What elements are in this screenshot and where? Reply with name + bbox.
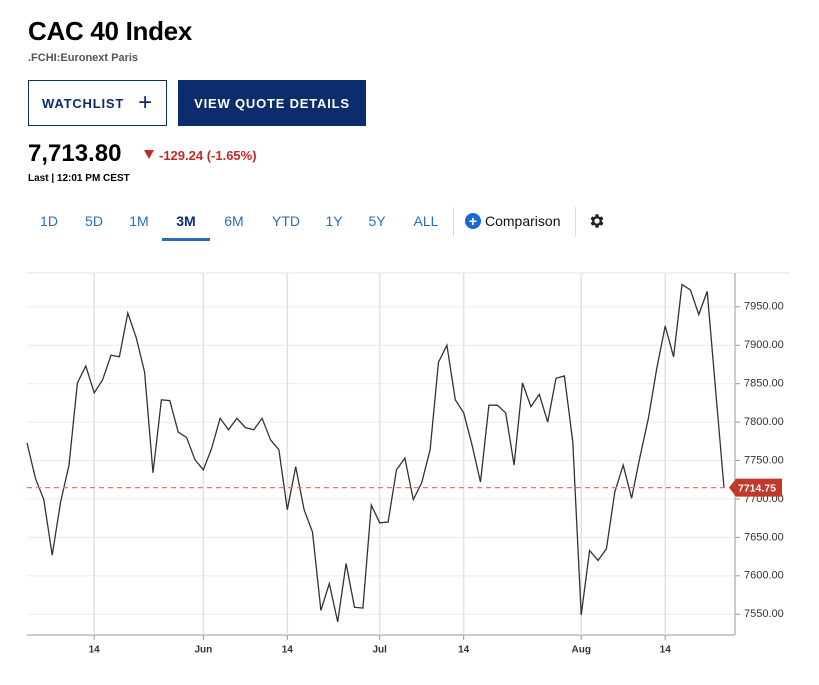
range-tab[interactable]: 6M — [224, 213, 244, 229]
x-tick-label: 14 — [282, 645, 294, 656]
y-tick-label: 7650.00 — [744, 531, 784, 543]
tab-underline — [162, 238, 210, 241]
y-tick-label: 7600.00 — [744, 570, 784, 582]
y-tick-label: 7550.00 — [744, 608, 784, 620]
price-line — [26, 283, 725, 623]
x-tick-label: Jun — [194, 645, 212, 656]
range-tab[interactable]: 1Y — [325, 213, 343, 229]
y-tick-label: 7900.00 — [744, 339, 784, 351]
x-tick-label: Jul — [372, 645, 387, 656]
settings-icon[interactable] — [588, 212, 606, 230]
comparison-button[interactable]: Comparison — [485, 213, 561, 229]
last-value-label: 7714.75 — [738, 482, 776, 494]
last-value-tag — [729, 478, 782, 497]
range-tab[interactable]: YTD — [272, 213, 300, 229]
comparison-icon[interactable]: + — [465, 213, 481, 229]
x-tick-label: 14 — [458, 645, 470, 656]
divider — [453, 207, 454, 237]
subtitle: .FCHI:Euronext Paris — [28, 52, 139, 64]
range-tab[interactable]: 5D — [85, 213, 103, 229]
x-tick-label: 14 — [660, 645, 672, 656]
x-tick-label: 14 — [89, 645, 101, 656]
down-arrow — [144, 150, 154, 159]
divider — [575, 207, 576, 237]
range-tab[interactable]: ALL — [413, 213, 439, 229]
watchlist-label: WATCHLIST — [42, 95, 125, 111]
x-tick-label: Aug — [572, 645, 591, 656]
range-tab[interactable]: 3M — [176, 213, 196, 229]
range-tab[interactable]: 1D — [40, 213, 58, 229]
range-tab[interactable]: 1M — [129, 213, 149, 229]
y-tick-label: 7850.00 — [744, 378, 784, 390]
quote-button[interactable]: VIEW QUOTE DETAILS — [178, 80, 366, 126]
range-tab[interactable]: 5Y — [368, 213, 386, 229]
y-tick-label: 7800.00 — [744, 416, 784, 428]
last-time: Last | 12:01 PM CEST — [28, 173, 130, 184]
y-tick-label: 7750.00 — [744, 454, 784, 466]
price: 7,713.80 — [28, 140, 122, 167]
title: CAC 40 Index — [28, 16, 193, 46]
plus-icon: + — [138, 89, 153, 116]
y-tick-label: 7950.00 — [744, 301, 784, 313]
price-change: -129.24 (-1.65%) — [159, 148, 257, 163]
watchlist-button[interactable]: WATCHLIST + — [28, 80, 167, 126]
